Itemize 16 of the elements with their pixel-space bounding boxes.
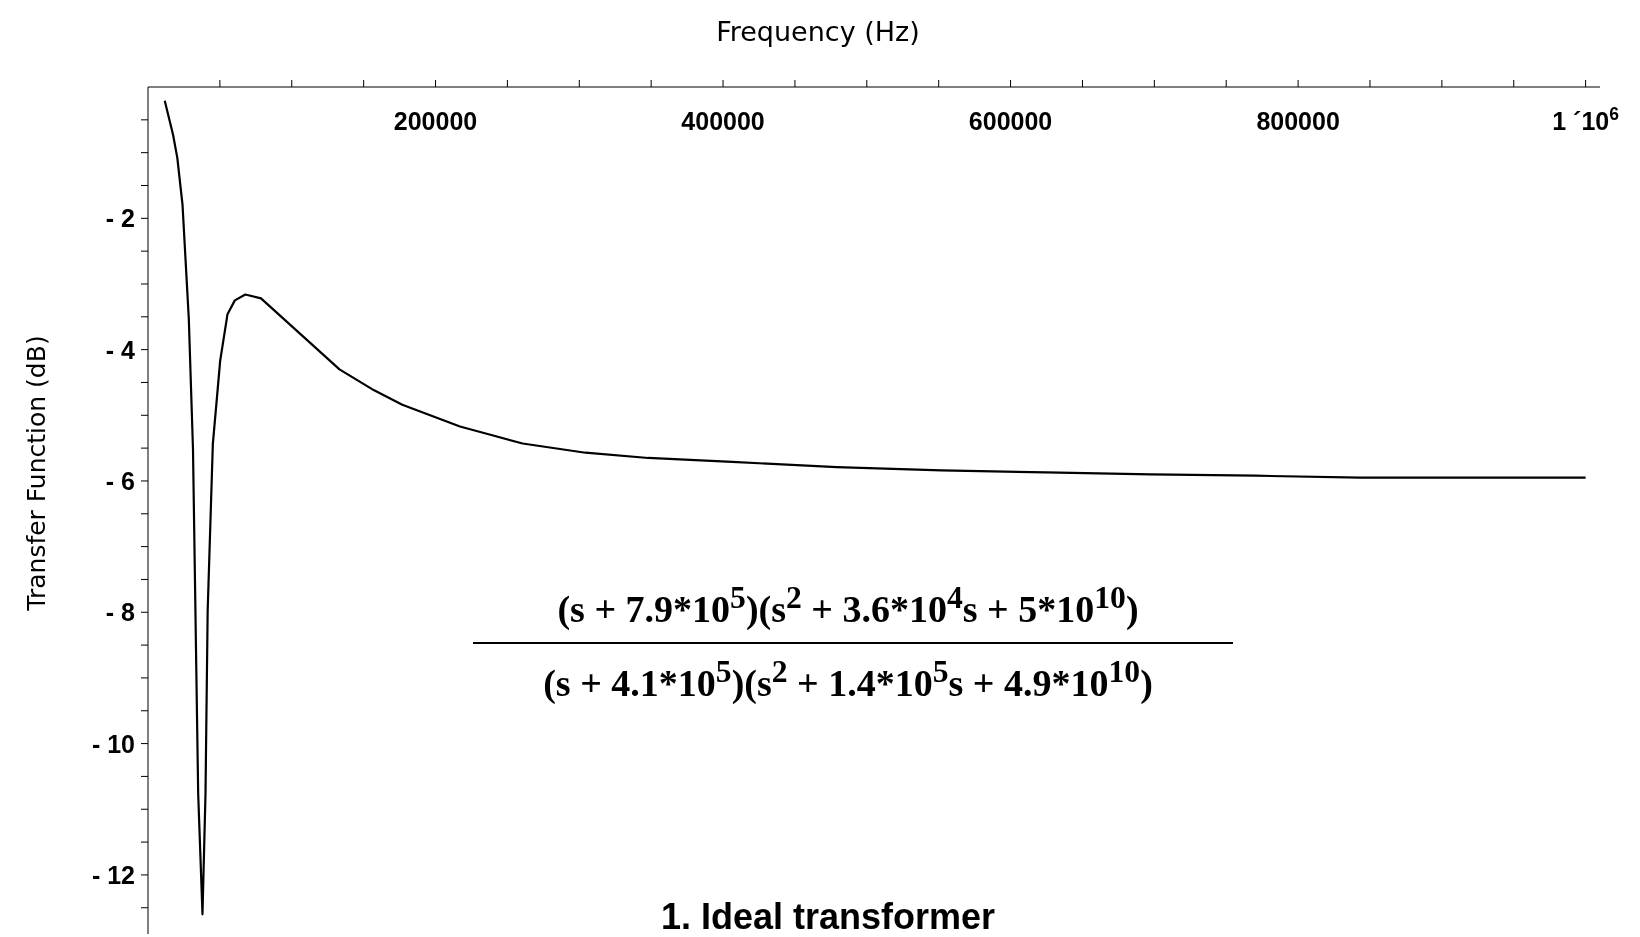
x-tick-label: 400000: [681, 107, 765, 135]
y-tick-label: - 8: [105, 598, 136, 627]
y-tick-label: - 6: [105, 466, 135, 495]
y-axis-title: Transfer Function (dB): [21, 335, 51, 611]
x-axis-title: Frequency (Hz): [715, 16, 921, 47]
x-tick-label: 200000: [393, 107, 478, 135]
x-tick-label: 1 ´10$^{6}$: [1552, 104, 1620, 135]
y-tick-label: - 12: [91, 860, 135, 889]
y-tick-label: - 4: [105, 335, 136, 364]
text: (s + 4.1*10$^{5}$)(s$^{2}$ + 1.4*10$^{5}$s + 4.9*10$^{10}$): [543, 654, 1153, 704]
text: (s + 7.9*10$^{5}$)(s$^{2}$ + 3.6*10$^{4}$s + 5*10$^{10}$): [557, 580, 1139, 630]
x-tick-label: 800000: [1256, 107, 1340, 135]
x-tick-label: 600000: [968, 107, 1053, 135]
y-tick-label: - 2: [105, 204, 135, 233]
y-tick-label: - 10: [91, 729, 135, 758]
annotation: 1. Ideal transformer: [660, 896, 996, 937]
